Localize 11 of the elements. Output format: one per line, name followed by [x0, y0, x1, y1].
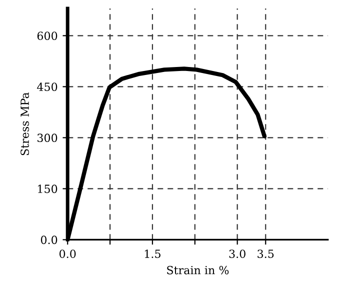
y-axis-title: Stress MPa — [20, 92, 29, 156]
x-tick-label: 3.5 — [258, 250, 274, 258]
x-tick-label: 1.5 — [144, 250, 160, 258]
x-tick-label: 0.0 — [60, 250, 76, 258]
x-tick-label: 3.0 — [229, 250, 246, 258]
x-axis-title: Strain in % — [167, 266, 229, 274]
y-tick-label: 600 — [37, 32, 58, 40]
y-tick-label: 450 — [37, 82, 58, 92]
y-tick-label: 0.0 — [40, 236, 58, 244]
y-tick-label: 150 — [38, 184, 58, 194]
y-tick-label: 300 — [38, 134, 58, 142]
